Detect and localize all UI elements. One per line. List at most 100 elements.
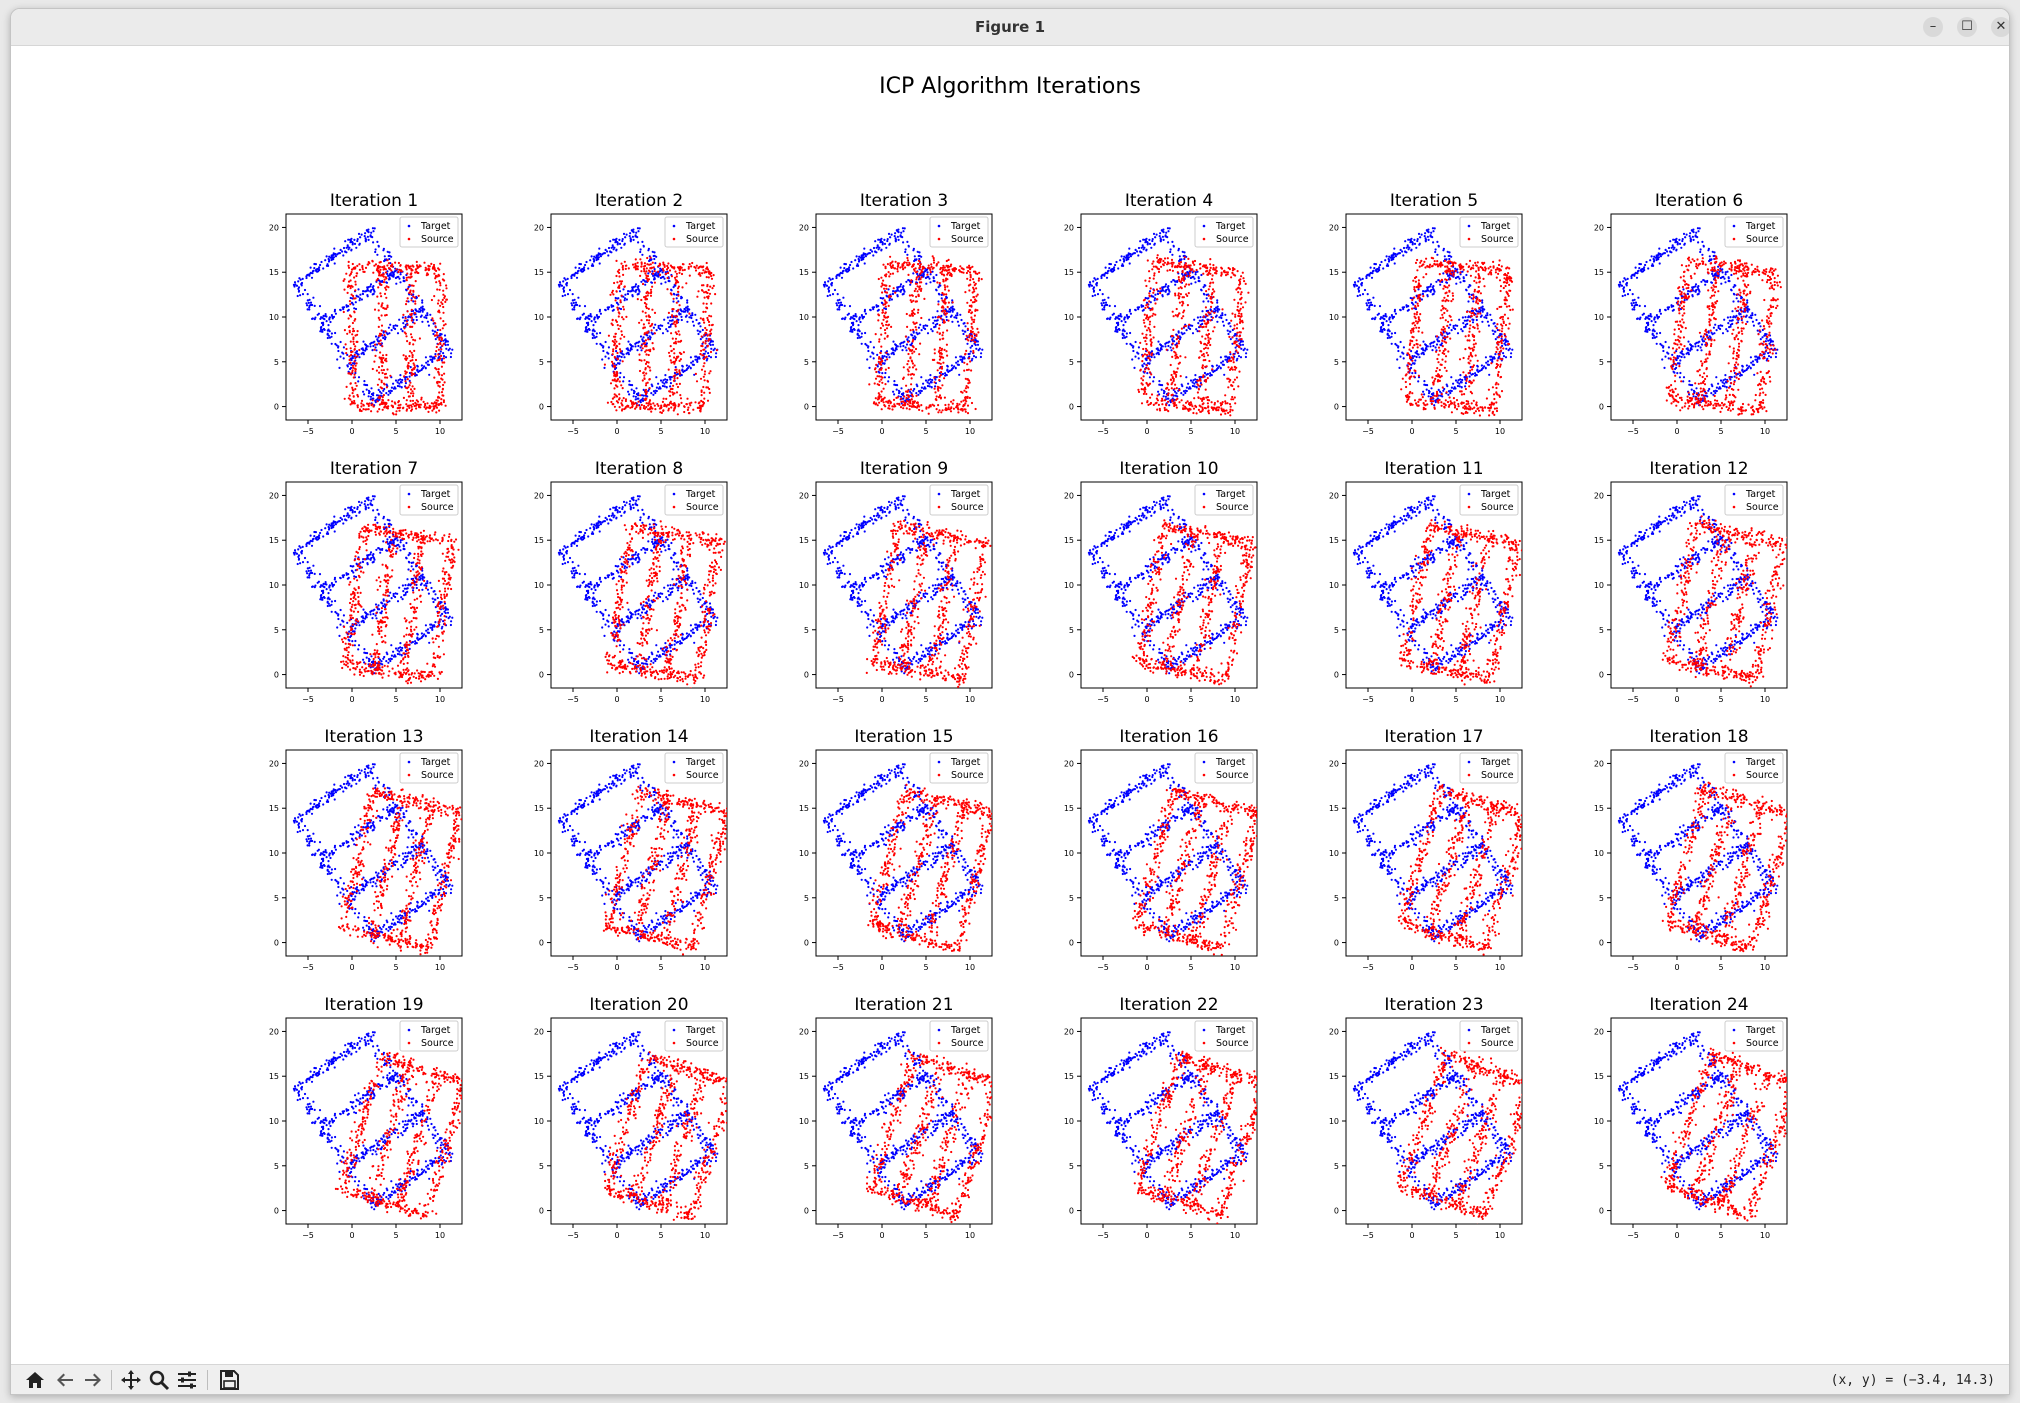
forward-icon[interactable] (81, 1368, 105, 1392)
subplot-title: Iteration 13 (324, 727, 423, 747)
subplot: Iteration 2 −5 0 5 10 0 5 10 15 20 Target Source (534, 191, 728, 436)
legend-label: Source (1216, 770, 1249, 781)
x-tick-label: 0 (349, 695, 354, 704)
y-tick-label: 10 (799, 1117, 809, 1126)
y-tick-label: 15 (269, 268, 279, 277)
close-button[interactable]: ✕ (1991, 17, 2009, 37)
legend-label: Target (950, 757, 981, 768)
figure-canvas[interactable]: ICP Algorithm Iterations Iteration 1 −5 0 5… (11, 46, 2009, 1364)
legend-marker (672, 492, 676, 496)
y-tick-label: 20 (799, 759, 809, 768)
source-points (865, 519, 992, 688)
subplot-title: Iteration 11 (1384, 459, 1483, 479)
y-tick-label: 15 (799, 268, 809, 277)
legend-marker (1732, 773, 1736, 777)
minimize-button[interactable]: – (1923, 17, 1943, 37)
maximize-button[interactable]: ☐ (1957, 17, 1977, 37)
subplot-title: Iteration 2 (595, 191, 683, 211)
x-tick-label: −5 (1097, 963, 1109, 972)
configure-subplots-icon[interactable] (175, 1368, 199, 1392)
legend-label: Target (685, 221, 716, 232)
legend-label: Source (951, 234, 984, 245)
y-tick-label: 5 (1069, 358, 1074, 367)
source-points (340, 523, 460, 685)
x-tick-label: 0 (1409, 427, 1414, 436)
back-icon[interactable] (53, 1368, 77, 1392)
legend-box (929, 752, 989, 784)
source-points (1397, 784, 1522, 956)
legend-label: Target (1480, 489, 1511, 500)
title-bar[interactable]: Figure 1 – ☐ ✕ (11, 9, 2009, 46)
y-tick-label: 15 (1064, 268, 1074, 277)
x-tick-label: −5 (1362, 695, 1374, 704)
zoom-icon[interactable] (147, 1368, 171, 1392)
x-tick-label: 0 (1409, 963, 1414, 972)
subplot-title: Iteration 24 (1649, 995, 1748, 1015)
home-icon[interactable] (23, 1368, 47, 1392)
y-tick-label: 10 (269, 581, 279, 590)
x-tick-label: 5 (1188, 963, 1193, 972)
x-tick-label: 0 (1674, 1231, 1679, 1240)
legend-marker (672, 1028, 676, 1032)
source-points (1661, 515, 1787, 688)
legend-label: Target (1215, 489, 1246, 500)
y-tick-label: 15 (799, 1072, 809, 1081)
legend-marker (1467, 1028, 1471, 1032)
y-tick-label: 15 (1064, 536, 1074, 545)
legend-box (664, 1020, 724, 1052)
y-tick-label: 10 (799, 849, 809, 858)
legend-label: Target (1745, 221, 1776, 232)
legend-label: Source (1746, 770, 1779, 781)
legend-marker (1732, 224, 1736, 228)
y-tick-label: 0 (1334, 671, 1339, 680)
x-tick-label: 5 (1718, 695, 1723, 704)
source-points (602, 785, 727, 956)
x-tick-label: 5 (393, 427, 398, 436)
legend-box (664, 484, 724, 516)
x-tick-label: −5 (302, 963, 314, 972)
subplot: Iteration 16 −5 0 5 10 0 5 10 15 20 Target Source (1064, 727, 1258, 972)
legend-label: Target (685, 1025, 716, 1036)
x-tick-label: 10 (1760, 695, 1770, 704)
y-tick-label: 5 (1599, 358, 1604, 367)
subplot-title: Iteration 17 (1384, 727, 1483, 747)
y-tick-label: 10 (799, 581, 809, 590)
x-tick-label: 10 (1230, 695, 1240, 704)
x-tick-label: 0 (1674, 963, 1679, 972)
legend-label: Target (950, 489, 981, 500)
pan-icon[interactable] (119, 1368, 143, 1392)
save-icon[interactable] (217, 1368, 241, 1392)
y-tick-label: 0 (1069, 1207, 1074, 1216)
x-tick-label: 10 (1230, 427, 1240, 436)
x-tick-label: −5 (832, 427, 844, 436)
x-tick-label: −5 (302, 1231, 314, 1240)
y-tick-label: 15 (799, 536, 809, 545)
y-tick-label: 10 (1329, 849, 1339, 858)
figure-suptitle: ICP Algorithm Iterations (879, 74, 1141, 99)
y-tick-label: 5 (1599, 626, 1604, 635)
legend-box (929, 216, 989, 248)
y-tick-label: 10 (799, 313, 809, 322)
legend-marker (937, 1041, 941, 1045)
x-tick-label: 5 (658, 963, 663, 972)
y-tick-label: 20 (534, 223, 544, 232)
x-tick-label: 5 (1453, 427, 1458, 436)
source-points (1131, 519, 1257, 686)
x-tick-label: −5 (832, 1231, 844, 1240)
x-tick-label: 5 (1188, 1231, 1193, 1240)
y-tick-label: 15 (534, 268, 544, 277)
y-tick-label: 5 (1069, 894, 1074, 903)
subplot: Iteration 15 −5 0 5 10 0 5 10 15 20 Target Source (799, 727, 993, 972)
legend-label: Source (421, 234, 454, 245)
legend-marker (1202, 224, 1206, 228)
x-tick-label: 5 (658, 695, 663, 704)
legend-marker (1202, 237, 1206, 241)
source-points (337, 787, 462, 956)
y-tick-label: 0 (804, 939, 809, 948)
legend-marker (672, 224, 676, 228)
y-tick-label: 0 (1334, 939, 1339, 948)
y-tick-label: 15 (1329, 804, 1339, 813)
x-tick-label: −5 (1627, 1231, 1639, 1240)
legend-label: Source (1746, 234, 1779, 245)
